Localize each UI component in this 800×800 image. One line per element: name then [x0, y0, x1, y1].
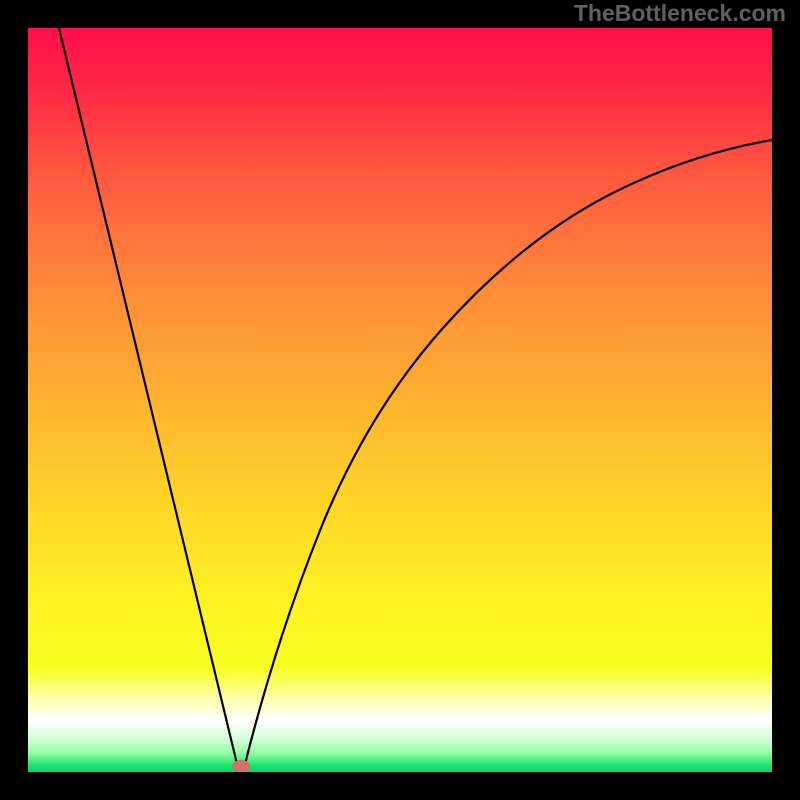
chart-frame: TheBottleneck.com: [0, 0, 800, 800]
watermark-text: TheBottleneck.com: [574, 0, 786, 27]
vertex-marker: [232, 760, 250, 772]
plot-area: [28, 28, 772, 772]
bottleneck-curve: [28, 28, 772, 772]
